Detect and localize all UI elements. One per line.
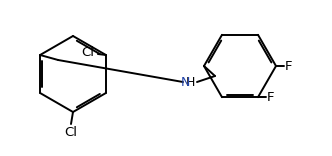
Text: H: H — [186, 76, 195, 88]
Text: Cl: Cl — [81, 46, 94, 59]
Text: F: F — [267, 91, 275, 104]
Text: Cl: Cl — [64, 126, 77, 139]
Text: N: N — [181, 76, 190, 88]
Text: F: F — [285, 59, 292, 73]
